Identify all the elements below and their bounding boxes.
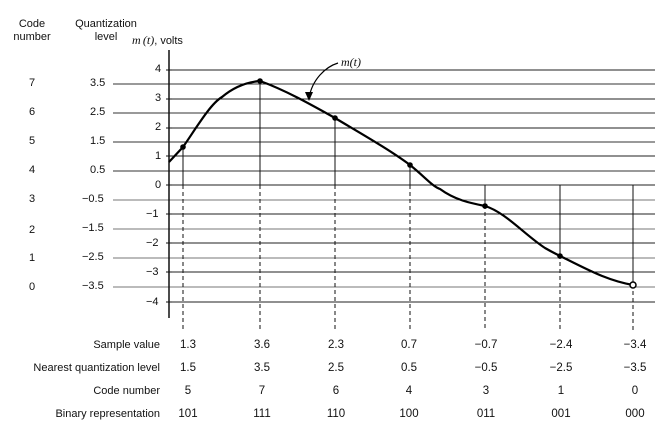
sample-dashed-lines: [182, 185, 634, 330]
code-5: 5: [29, 135, 36, 147]
code-number: 3: [482, 385, 490, 397]
y-axis-title: m (t), volts: [132, 33, 183, 47]
code-3: 3: [29, 193, 36, 205]
code-number-header: Code number: [2, 18, 62, 44]
signal-curve: [168, 79, 634, 287]
y-tick-4: 4: [155, 63, 162, 75]
code-number: 0: [631, 385, 639, 397]
nearest-level: 0.5: [401, 362, 417, 374]
code-number-header-line1: Code: [18, 18, 46, 30]
nearest-level: −3.5: [623, 362, 647, 374]
binary-representation: 110: [326, 408, 346, 420]
nearest-level: −0.5: [474, 362, 498, 374]
binary-representation: 001: [551, 408, 571, 420]
level-neg2.5: −2.5: [82, 251, 104, 263]
binary-representation: 000: [625, 408, 645, 420]
level-neg3.5: −3.5: [82, 280, 104, 292]
nearest-level: 1.5: [180, 362, 196, 374]
y-tick-neg2: −2: [146, 237, 159, 249]
row-label-nearest-level: Nearest quantization level: [33, 362, 160, 374]
y-tick-neg3: −3: [146, 266, 159, 278]
sample-value: 1.3: [180, 339, 196, 351]
binary-representation: 101: [178, 408, 198, 420]
code-1: 1: [29, 252, 36, 264]
sample-value: −3.4: [623, 339, 647, 351]
y-tick-0: 0: [155, 179, 162, 191]
sample-points: [180, 78, 637, 289]
row-label-binary: Binary representation: [55, 408, 160, 420]
y-tick-neg4: −4: [146, 296, 159, 308]
y-tick-1: 1: [155, 150, 162, 162]
code-number: 5: [184, 385, 192, 397]
nearest-level: −2.5: [549, 362, 573, 374]
level-3.5: 3.5: [90, 77, 106, 89]
binary-representation: 100: [399, 408, 419, 420]
row-label-code-number: Code number: [93, 385, 160, 397]
quant-level-header-line1: Quantization: [75, 18, 137, 30]
level-neg0.5: −0.5: [82, 193, 104, 205]
y-tick-2: 2: [155, 121, 162, 133]
y-tick-3: 3: [155, 92, 162, 104]
curve-label-arrow: [308, 62, 339, 99]
sample-value: −2.4: [549, 339, 573, 351]
sample-value: 0.7: [401, 339, 417, 351]
sample-lines: [182, 81, 634, 284]
level-neg1.5: −1.5: [82, 222, 104, 234]
code-6: 6: [29, 106, 36, 118]
y-tick-neg1: −1: [146, 208, 159, 220]
integer-grid-lines: [169, 69, 655, 303]
code-4: 4: [29, 164, 36, 176]
code-0: 0: [29, 281, 36, 293]
sample-value: 2.3: [328, 339, 344, 351]
sample-value: −0.7: [474, 339, 498, 351]
code-number: 7: [258, 385, 266, 397]
code-2: 2: [29, 224, 36, 236]
level-1.5: 1.5: [90, 135, 106, 147]
level-0.5: 0.5: [90, 164, 106, 176]
nearest-level: 3.5: [254, 362, 270, 374]
code-number-header-line2: number: [13, 31, 51, 43]
nearest-level: 2.5: [328, 362, 344, 374]
sample-value: 3.6: [254, 339, 270, 351]
quant-level-header-line2: level: [94, 31, 118, 43]
level-2.5: 2.5: [90, 106, 106, 118]
binary-representation: 111: [253, 408, 271, 420]
code-7: 7: [29, 77, 36, 89]
code-number: 4: [405, 385, 413, 397]
binary-representation: 011: [476, 408, 496, 420]
code-number: 1: [557, 385, 565, 397]
row-label-sample-value: Sample value: [93, 339, 160, 351]
code-number: 6: [332, 385, 340, 397]
quantization-level-header: Quantization level: [66, 18, 146, 44]
curve-label: m(t): [341, 55, 361, 69]
